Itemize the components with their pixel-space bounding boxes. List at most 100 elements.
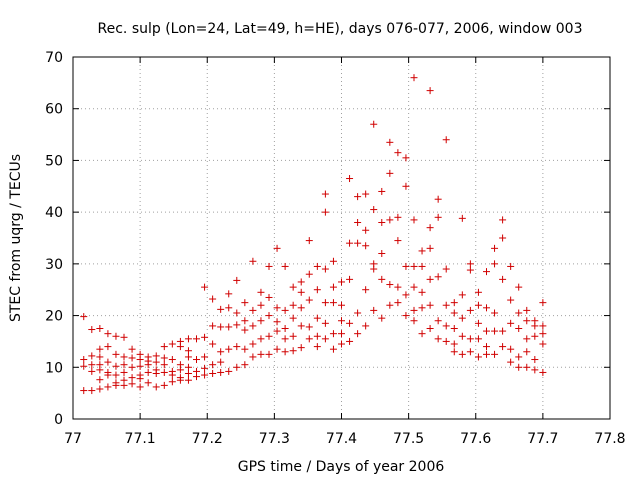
data-point [160, 368, 168, 376]
data-point [297, 278, 305, 286]
data-point [523, 335, 531, 343]
data-point [112, 381, 120, 389]
data-point [225, 290, 233, 298]
data-point [499, 234, 507, 242]
data-point [305, 237, 313, 245]
data-point [184, 369, 192, 377]
data-point [394, 283, 402, 291]
data-point [354, 330, 362, 338]
y-tick-label: 70 [45, 50, 63, 66]
data-point [482, 343, 490, 351]
data-point [378, 314, 386, 322]
data-point [378, 275, 386, 283]
data-point [184, 376, 192, 384]
data-point [474, 335, 482, 343]
data-point [466, 266, 474, 274]
data-point [499, 327, 507, 335]
data-point [225, 367, 233, 375]
data-point [241, 326, 249, 334]
data-point [273, 304, 281, 312]
data-point [386, 281, 394, 289]
data-point [394, 149, 402, 157]
data-point [362, 190, 370, 198]
data-point [249, 322, 257, 330]
data-point [539, 322, 547, 330]
x-tick-label: 77.7 [527, 431, 558, 447]
data-point [233, 363, 241, 371]
data-point [394, 213, 402, 221]
data-point [515, 363, 523, 371]
data-point [305, 270, 313, 278]
data-point [176, 366, 184, 374]
data-point [321, 319, 329, 327]
data-point [515, 325, 523, 332]
data-point [265, 350, 273, 358]
data-point [112, 371, 120, 379]
data-point [305, 323, 313, 331]
data-point [88, 387, 96, 395]
data-point [96, 353, 104, 361]
y-tick-label: 60 [45, 102, 63, 118]
data-point [168, 371, 176, 379]
data-point [128, 354, 136, 362]
data-point [482, 327, 490, 335]
data-point [104, 358, 112, 366]
data-point [410, 283, 418, 291]
data-point [458, 214, 466, 222]
data-point [184, 335, 192, 343]
data-point [491, 244, 499, 252]
data-point [209, 322, 217, 330]
x-axis-label: GPS time / Days of year 2006 [238, 459, 445, 475]
data-point [128, 380, 136, 388]
data-point [362, 322, 370, 330]
data-point [354, 239, 362, 247]
data-point [362, 242, 370, 250]
data-point [217, 305, 225, 313]
data-point [410, 317, 418, 325]
data-point [217, 368, 225, 376]
x-tick-label: 77.2 [192, 431, 223, 447]
data-point [144, 368, 152, 376]
data-point [88, 352, 96, 360]
data-point [499, 216, 507, 224]
data-point [466, 348, 474, 356]
data-point [426, 325, 434, 332]
data-point [297, 288, 305, 296]
data-point [402, 182, 410, 190]
data-point [201, 364, 209, 372]
data-point [241, 299, 249, 307]
data-point [225, 304, 233, 312]
data-point [241, 317, 249, 325]
data-point [458, 314, 466, 322]
data-point [338, 317, 345, 325]
data-point [120, 353, 128, 361]
data-point [313, 262, 321, 270]
data-point [249, 340, 257, 348]
data-point [394, 237, 402, 245]
data-point [241, 345, 249, 353]
data-point [434, 213, 442, 221]
data-point [442, 265, 450, 273]
data-point [80, 387, 88, 395]
data-point [426, 87, 434, 95]
data-point [458, 291, 466, 299]
x-tick-label: 77 [64, 431, 82, 447]
data-point [321, 299, 329, 307]
data-point [297, 322, 305, 330]
data-point [458, 332, 466, 340]
data-point [523, 317, 531, 325]
data-point [289, 301, 297, 309]
data-point [378, 250, 386, 258]
data-point [450, 309, 458, 317]
data-point [136, 356, 144, 364]
data-point [426, 301, 434, 309]
data-point [281, 335, 289, 343]
data-point [112, 332, 120, 340]
data-point [434, 273, 442, 281]
data-point [474, 319, 482, 327]
data-point [523, 348, 531, 356]
data-point [507, 319, 515, 327]
y-tick-label: 0 [54, 412, 63, 428]
data-point [233, 321, 241, 329]
grid [73, 57, 610, 419]
